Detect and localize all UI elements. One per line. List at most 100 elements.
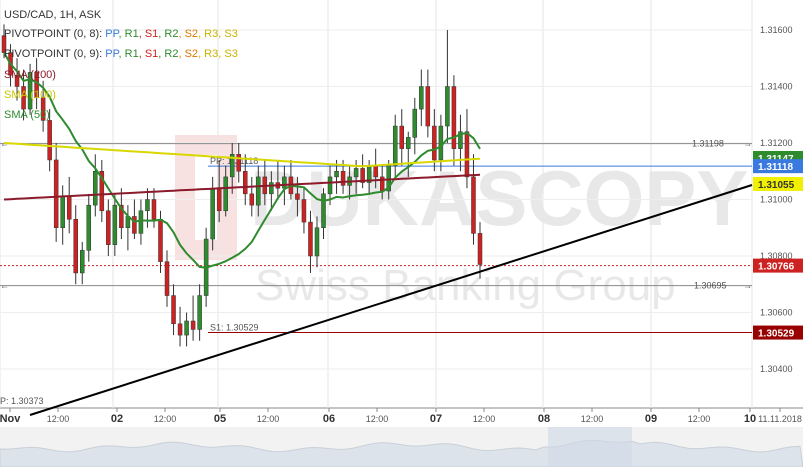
candle-down <box>373 165 378 178</box>
x-tick-label: 12:00 <box>581 414 604 424</box>
trend-line[interactable] <box>29 184 753 416</box>
pivot-8-s1: , S1 <box>138 28 159 40</box>
candle-up <box>138 210 144 234</box>
pivot-legend-8[interactable]: PIVOTPOINT (0, 8): PP, R1, S1, R2, S2, R… <box>4 28 238 41</box>
candle-up <box>412 108 418 138</box>
candle-up <box>334 171 339 178</box>
candle-up <box>184 320 189 336</box>
candle-up <box>210 187 215 240</box>
current-price-tag-bg <box>753 258 803 273</box>
pivot-8-r2: , R2 <box>158 28 179 40</box>
candle-down <box>190 320 196 330</box>
candle-down <box>243 171 248 195</box>
candle-up <box>406 137 411 149</box>
pp-price-tag-bg <box>753 159 803 174</box>
candle-up <box>353 168 359 178</box>
support-label: 1.30695 <box>694 281 727 291</box>
y-tick-label: 1.31000 <box>760 195 793 205</box>
x-tick-label: 12:00 <box>688 414 711 424</box>
x-tick-label: 11.11.2018 <box>758 414 802 424</box>
candle-up <box>458 131 463 149</box>
symbol-title: USD/CAD, 1H, ASK <box>4 9 101 22</box>
candle-down <box>21 86 26 110</box>
candle-up <box>269 182 274 195</box>
x-tick-label: 08 <box>538 413 550 425</box>
navigator[interactable] <box>0 427 803 467</box>
candle-down <box>177 323 183 336</box>
sma200-label: SMA (200) <box>4 69 56 81</box>
candle-down <box>151 199 157 220</box>
y-tick-label: 1.31400 <box>760 82 793 92</box>
sma100-legend[interactable]: SMA (100) <box>4 89 56 102</box>
pivot-legend-9[interactable]: PIVOTPOINT (0, 9): PP, R1, S1, R2, S2, R… <box>4 48 238 61</box>
pivot-8-prefix: PIVOTPOINT (0, 8): <box>4 28 103 40</box>
navigator-window[interactable] <box>548 427 632 467</box>
pp-price-tag: 1.31118 <box>758 162 793 173</box>
sma100-price-tag: 1.31055 <box>758 180 795 191</box>
candle-up <box>60 196 65 229</box>
sma50-label: SMA (50) <box>4 109 50 121</box>
x-tick-label: 12:00 <box>257 414 280 424</box>
candle-down <box>249 193 255 206</box>
candle-down <box>301 199 307 223</box>
candle-up <box>27 72 33 110</box>
candle-up <box>93 171 98 206</box>
candle-up <box>419 86 424 110</box>
s1-price-tag: 1.30529 <box>758 329 795 340</box>
y-tick-label: 1.30600 <box>760 308 793 318</box>
candle-up <box>86 204 92 251</box>
pivot-s1-label: S1: 1.30529 <box>210 323 259 333</box>
s1-price-tag-bg <box>753 325 803 340</box>
candle-down <box>171 295 176 325</box>
candle-down <box>451 86 457 149</box>
candle-up <box>79 250 85 274</box>
pivot-9-s3: , S3 <box>218 48 238 60</box>
candle-down <box>66 196 72 220</box>
candle-down <box>425 86 431 127</box>
candle-up <box>445 86 450 127</box>
sma200-legend[interactable]: SMA (200) <box>4 69 56 82</box>
candle-up <box>314 227 320 257</box>
candle-down <box>308 221 313 257</box>
candle-down <box>106 210 111 245</box>
resistance-arrow-right: → <box>743 139 752 149</box>
candle-down <box>47 120 52 161</box>
candle-down <box>340 171 346 186</box>
sma100-price-tag-bg <box>753 176 803 191</box>
candle-down <box>73 219 78 274</box>
y-tick-label: 1.31600 <box>760 25 793 35</box>
candle-up <box>282 176 287 189</box>
x-tick-label: Nov <box>0 413 21 425</box>
grid <box>0 0 753 408</box>
symbol-label: USD/CAD, 1H, ASK <box>4 9 102 21</box>
candle-down <box>53 159 59 228</box>
candle-down <box>164 261 170 296</box>
sma50-line <box>3 52 481 269</box>
pivot-9-s1: , S1 <box>138 48 159 60</box>
candle-down <box>471 176 476 234</box>
candle-up <box>197 295 202 330</box>
x-tick-label: 07 <box>430 413 442 425</box>
y-tick-label: 1.31200 <box>760 138 793 148</box>
sma100-label: SMA (100) <box>4 89 56 101</box>
support-arrow-left: ← <box>0 281 9 291</box>
resistance-label: 1.31198 <box>692 139 724 149</box>
price-axis: 1.31600 1.31400 1.31200 1.31000 1.30800 1.306… <box>760 25 793 374</box>
sma200-line <box>3 173 481 201</box>
watermark: DUKASCOPY Swiss Banking Group <box>175 135 748 310</box>
candle-up <box>438 125 444 161</box>
candle-down <box>99 171 105 212</box>
candle-down <box>216 187 222 212</box>
x-tick-label: 12:00 <box>154 414 177 424</box>
pivot-9-prefix: PIVOTPOINT (0, 9): <box>4 48 103 60</box>
candle-down <box>236 154 241 172</box>
candle-down <box>360 168 365 183</box>
x-tick-label: 02 <box>111 413 123 425</box>
pivot-8-pp: PP <box>102 28 119 40</box>
pivot-9-r1: , R1 <box>118 48 139 60</box>
time-axis: Nov 12:00 02 12:00 05 12:00 06 12:00 07 12:00 08 12… <box>0 408 802 425</box>
x-tick-label: 12:00 <box>47 414 70 424</box>
sma50-legend[interactable]: SMA (50) <box>4 109 50 122</box>
